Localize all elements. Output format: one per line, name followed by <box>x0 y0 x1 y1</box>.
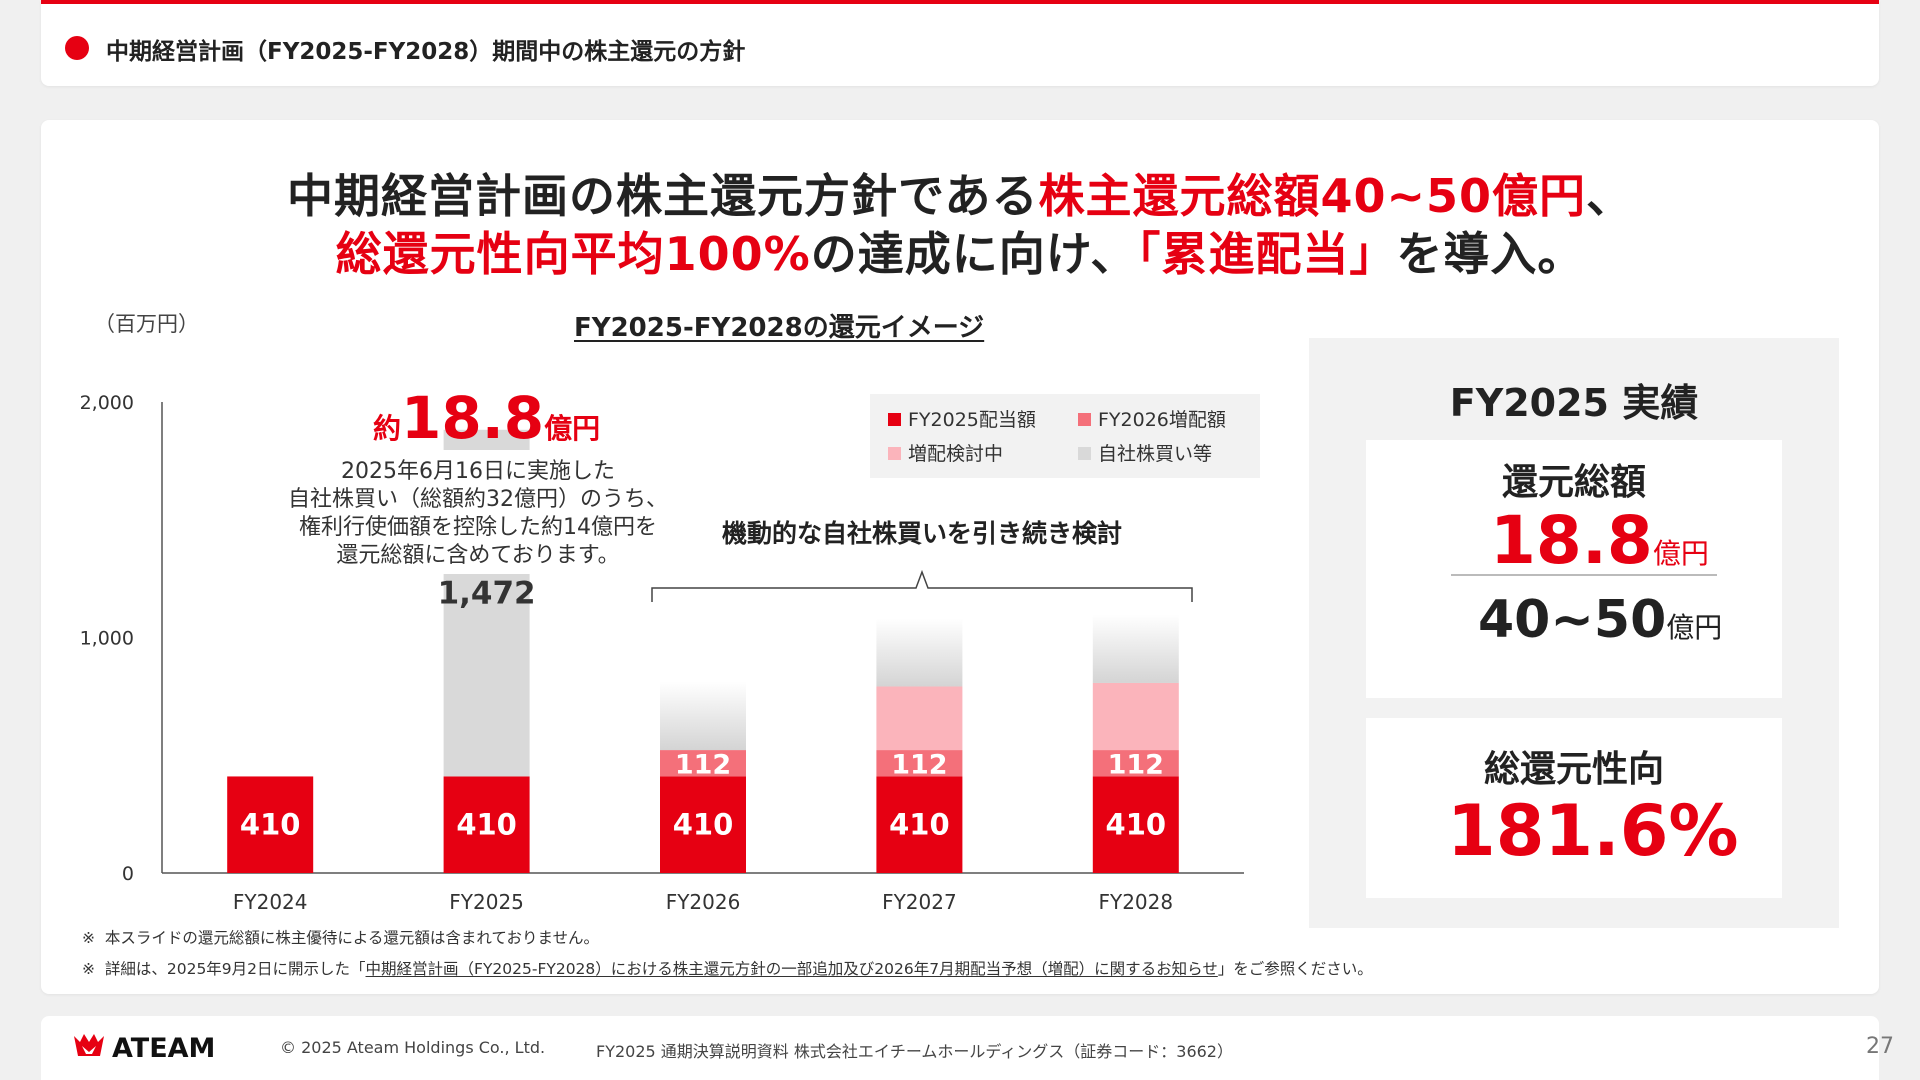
headline-highlight: 総還元性向平均100% <box>335 227 811 281</box>
footnote-2: ※ 詳細は、2025年9月2日に開示した「中期経営計画（FY2025-FY202… <box>82 957 1373 979</box>
total-return-value: 18.8億円 <box>1490 502 1709 579</box>
total-return-box <box>1366 440 1782 698</box>
headline-text: を導入。 <box>1396 227 1585 281</box>
legend-label: FY2026増配額 <box>1098 409 1226 431</box>
data-label-dividend: 410 <box>456 808 517 842</box>
copyright: © 2025 Ateam Holdings Co., Ltd. <box>280 1038 546 1057</box>
buyback-note-line: 2025年6月16日に実施した <box>341 459 615 484</box>
target-number: 40~50 <box>1478 590 1667 650</box>
note-text: 本スライドの還元総額に株主優待による還元額は含まれておりません。 <box>104 929 600 947</box>
bar-FY2027-series-1 <box>876 750 963 777</box>
payout-ratio-value: 181.6% <box>1447 790 1739 872</box>
callout-value: 18.8 <box>401 384 544 452</box>
legend-swatch <box>1078 447 1091 460</box>
x-tick-label: FY2024 <box>233 890 308 914</box>
slide-header: 中期経営計画（FY2025-FY2028）期間中の株主還元の方針 <box>41 0 1879 86</box>
page-number: 27 <box>1866 1034 1894 1059</box>
note-mark: ※ <box>82 960 95 978</box>
x-tick-label: FY2025 <box>449 890 524 914</box>
note-text: 」をご参照ください。 <box>1217 960 1373 978</box>
total-return-unit: 億円 <box>1652 537 1709 570</box>
x-tick-label: FY2027 <box>882 890 957 914</box>
data-label-increase: 112 <box>1108 749 1164 780</box>
y-tick-label: 0 <box>122 863 134 885</box>
total-return-number: 18.8 <box>1490 502 1653 579</box>
x-tick-label: FY2028 <box>1098 890 1173 914</box>
target-value: 40~50億円 <box>1478 590 1722 650</box>
headline-text: 中期経営計画の株主還元方針である <box>286 169 1039 223</box>
buyback-note-line: 還元総額に含めております。 <box>336 543 619 568</box>
y-axis-unit-label: （百万円） <box>94 312 199 336</box>
bar-FY2028-series-1 <box>1092 750 1179 777</box>
callout-prefix: 約 <box>373 412 401 445</box>
disclosure-link[interactable]: 中期経営計画（FY2025-FY2028）における株主還元方針の一部追加及び20… <box>365 960 1218 978</box>
headline-line-1: 中期経営計画の株主還元方針である株主還元総額40~50億円、 <box>0 160 1920 226</box>
legend-swatch <box>888 447 901 460</box>
payout-ratio-box <box>1366 718 1782 898</box>
note-mark: ※ <box>82 929 95 947</box>
headline-line-2: 総還元性向平均100%の達成に向け、「累進配当」を導入。 <box>0 218 1920 284</box>
chart-title: FY2025-FY2028の還元イメージ <box>574 313 985 343</box>
document-name: FY2025 通期決算説明資料 株式会社エイチームホールディングス（証券コード：… <box>596 1042 1233 1061</box>
x-tick-label: FY2026 <box>666 890 741 914</box>
ateam-logo: ATEAM <box>74 1033 215 1064</box>
legend-background <box>870 394 1260 478</box>
y-tick-label: 2,000 <box>80 392 134 414</box>
legend-swatch <box>1078 413 1091 426</box>
bar-FY2027-series-3 <box>876 618 963 687</box>
legend-label: 増配検討中 <box>908 443 1003 465</box>
bar-FY2025-series-0 <box>443 776 530 873</box>
bar-FY2026-series-0 <box>660 776 746 873</box>
target-unit: 億円 <box>1666 611 1723 644</box>
bar-FY2026-series-3 <box>660 681 746 751</box>
bar-FY2026-series-1 <box>660 750 746 777</box>
bar-FY2028-series-3 <box>1092 614 1179 683</box>
data-label-buyback: 1,472 <box>438 575 536 611</box>
legend-label: 自社株買い等 <box>1098 443 1212 465</box>
headline-text: 、 <box>1586 169 1634 223</box>
brace-label: 機動的な自社株買いを引き続き検討 <box>722 519 1122 548</box>
headline-highlight: 株主還元総額40~50億円 <box>1038 169 1587 223</box>
data-label-dividend: 410 <box>240 808 301 842</box>
logo-text: ATEAM <box>112 1033 215 1064</box>
payout-ratio-label: 総還元性向 <box>1483 749 1664 790</box>
data-label-dividend: 410 <box>889 808 950 842</box>
headline-highlight: 「累進配当」 <box>1137 227 1397 281</box>
note-background <box>270 450 690 574</box>
legend-label: FY2025配当額 <box>908 409 1036 431</box>
bar-FY2027-series-0 <box>876 776 963 873</box>
buyback-note-line: 権利行使価額を控除した約14億円を <box>299 515 657 540</box>
y-tick-label: 1,000 <box>80 628 134 650</box>
legend-swatch <box>888 413 901 426</box>
fraction-divider <box>1451 574 1717 576</box>
bar-FY2027-series-2 <box>876 686 963 751</box>
total-return-label: 還元総額 <box>1501 462 1646 503</box>
callout-unit: 億円 <box>544 412 600 445</box>
return-chart: 0 1,000 2,000 FY2024 410 FY2025 410 FY2026 410 11… <box>80 384 1260 914</box>
bullet-dot-icon <box>65 36 89 60</box>
data-label-increase: 112 <box>675 749 731 780</box>
bar-FY2028-series-0 <box>1092 776 1179 873</box>
slide-title: 中期経営計画（FY2025-FY2028）期間中の株主還元の方針 <box>106 39 746 65</box>
brace <box>651 569 1193 602</box>
data-label-dividend: 410 <box>673 808 734 842</box>
total-return-callout: 約18.8億円 <box>373 384 600 452</box>
bar-FY2028-series-2 <box>1092 682 1179 751</box>
note-text: 詳細は、2025年9月2日に開示した「 <box>104 960 366 978</box>
data-label-dividend: 410 <box>1106 808 1167 842</box>
buyback-note-line: 自社株買い（総額約32億円）のうち、 <box>288 487 668 512</box>
results-panel-title: FY2025 実績 <box>1449 381 1699 425</box>
data-label-increase: 112 <box>891 749 947 780</box>
headline-text: の達成に向け、 <box>810 227 1138 281</box>
footnote-1: ※ 本スライドの還元総額に株主優待による還元額は含まれておりません。 <box>82 926 599 948</box>
slide-footer <box>41 1016 1879 1080</box>
bar-FY2024-series-0 <box>227 776 314 873</box>
